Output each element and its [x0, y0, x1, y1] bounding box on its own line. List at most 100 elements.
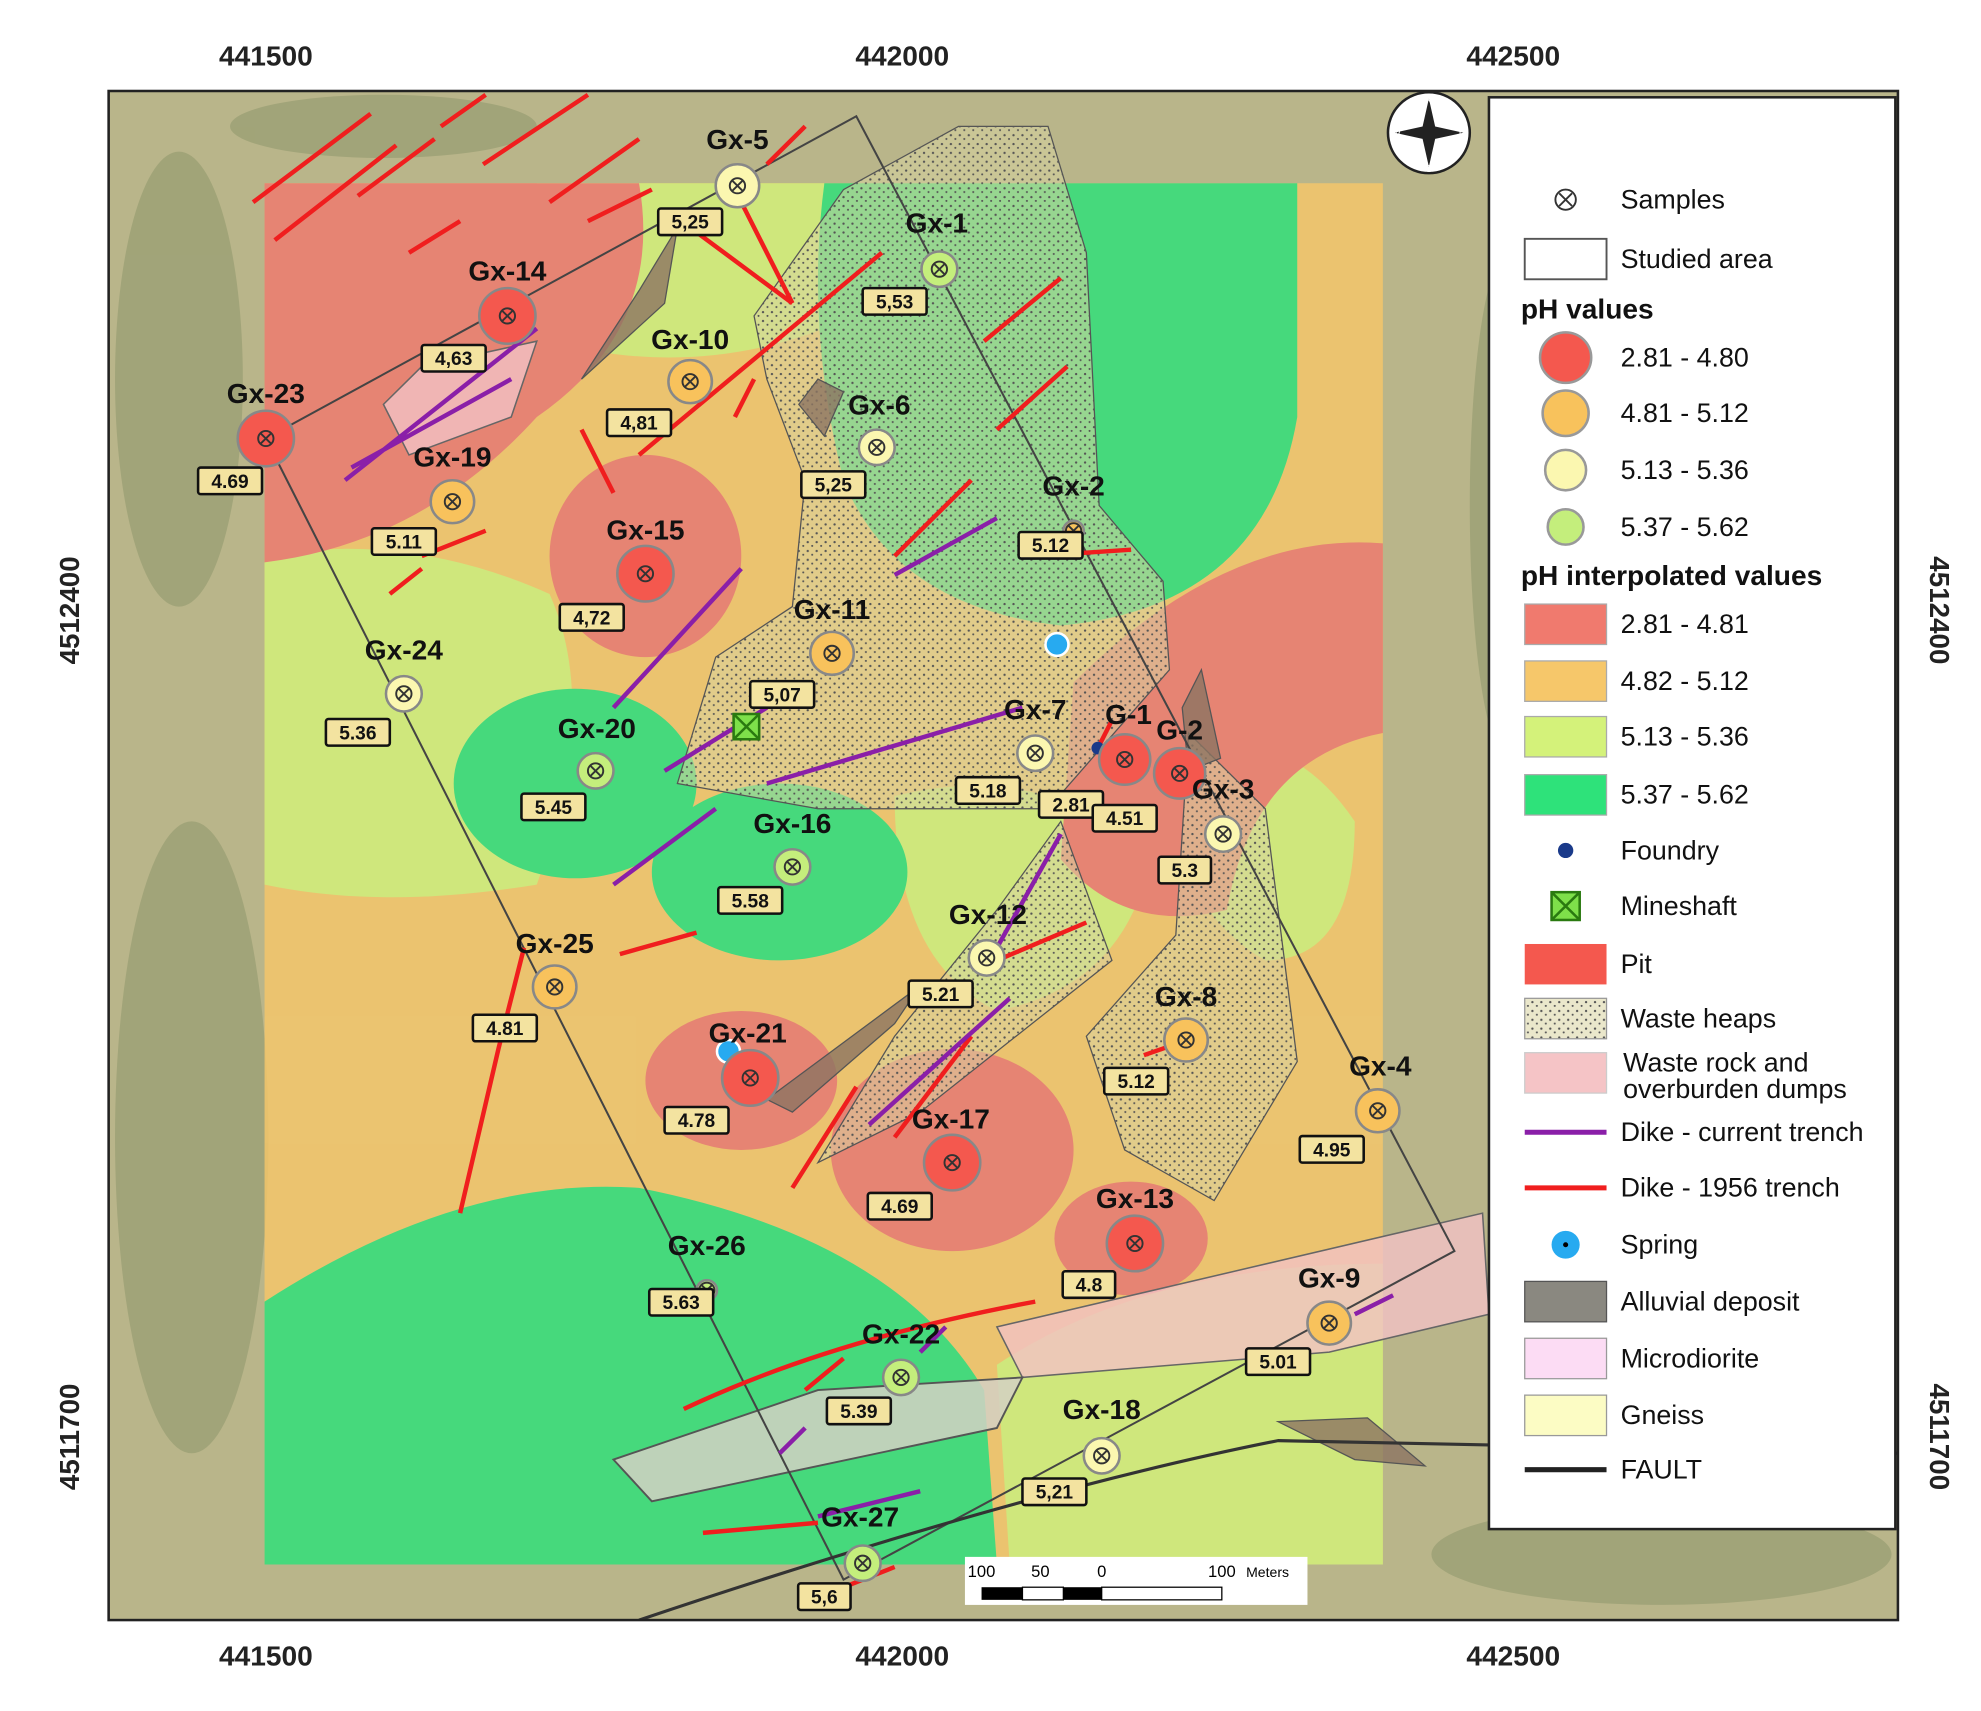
legend-label: Spring	[1621, 1230, 1699, 1260]
sample-name: Gx-25	[516, 928, 594, 959]
ph-label-box	[1102, 1066, 1170, 1096]
legend-label: 5.13 - 5.36	[1621, 722, 1749, 752]
ph-label: 4.8	[1076, 1276, 1103, 1297]
sample-symbol	[946, 1156, 958, 1169]
samples: Gx-5 5,25 Gx-1 5,53 Gx-14 4,63 Gx-10 4,81 Gx-23 4…	[196, 124, 1412, 1612]
sample-name: Gx-18	[1063, 1394, 1141, 1425]
sample-symbol	[257, 429, 275, 448]
legend-symbol	[1524, 1052, 1608, 1094]
sample-symbol	[446, 495, 459, 508]
ph-label: 5,6	[811, 1588, 838, 1609]
legend-symbol	[1523, 237, 1608, 281]
scale-unit: Meters	[1246, 1564, 1289, 1580]
legend-label: 5.13 - 5.36	[1621, 455, 1749, 485]
sample-symbol	[1029, 747, 1042, 759]
mineshaft	[732, 713, 761, 741]
sample-name: Gx-11	[794, 594, 871, 625]
sample-symbol	[1323, 1317, 1335, 1329]
ph-label-box	[605, 408, 673, 438]
fault	[638, 1439, 1898, 1621]
legend-symbol	[1557, 842, 1574, 859]
sample-name: Gx-14	[468, 256, 547, 287]
sample-name: Gx-4	[1349, 1051, 1412, 1082]
ph-label-box	[370, 526, 438, 557]
sample-name: G-1	[1105, 699, 1152, 730]
sample-symbol	[1369, 1102, 1387, 1120]
scale-bar	[1063, 1587, 1102, 1600]
ph-label: 4,81	[620, 414, 658, 435]
sample-symbol	[823, 644, 841, 662]
sample-symbol	[856, 1557, 869, 1569]
sample-symbol	[1180, 1034, 1192, 1046]
vegetation	[115, 151, 243, 607]
sample-symbol	[1177, 1031, 1195, 1049]
alluvial-deposits	[765, 985, 921, 1113]
legend-symbol	[1550, 891, 1581, 921]
sample-symbol	[639, 567, 652, 580]
ph-label-box	[907, 979, 974, 1009]
sample-symbol	[1093, 1447, 1111, 1465]
legend-label: Microdiorite	[1621, 1343, 1760, 1373]
legend-symbol	[1538, 331, 1593, 385]
sample-symbol	[501, 310, 514, 322]
ph-label-box	[716, 885, 784, 915]
ph-label: 5.63	[663, 1293, 700, 1314]
compass: N S E W	[1386, 90, 1472, 175]
ph-label-box	[748, 679, 816, 709]
compass-letter: S	[1425, 164, 1432, 175]
scale-bar	[1101, 1586, 1223, 1601]
waste-rock-dumps	[995, 1212, 1490, 1379]
dike-1956	[637, 124, 884, 457]
dike-1956	[251, 92, 653, 255]
legend-label: FAULT	[1621, 1455, 1702, 1485]
x-axis-label: 442000	[855, 1641, 949, 1672]
legend-label-line: Waste rock and	[1623, 1048, 1808, 1078]
sample-symbol	[443, 493, 462, 511]
ph-label: 5.01	[1259, 1353, 1297, 1374]
legend-label: Dike - current trench	[1621, 1117, 1864, 1147]
sample-symbol	[1095, 1450, 1108, 1462]
sample-symbol	[498, 307, 517, 325]
legend-label: 4.81 - 5.12	[1621, 398, 1749, 428]
sample-symbol	[260, 432, 272, 445]
legend-symbol	[1524, 660, 1608, 702]
sample-symbol	[546, 978, 564, 996]
sample-name: Gx-16	[753, 808, 831, 839]
sample-name: Gx-8	[1155, 981, 1217, 1012]
sample-symbol	[1026, 744, 1044, 762]
ph-label: 4,72	[573, 608, 610, 629]
sample-symbol	[741, 1069, 759, 1087]
sample-name: Gx-22	[862, 1318, 940, 1349]
ph-label: 5.18	[969, 781, 1006, 802]
mineshaft	[732, 712, 761, 741]
x-axis-label: 441500	[219, 41, 313, 72]
compass	[1394, 98, 1464, 167]
legend-label: Pit	[1621, 949, 1653, 979]
ph-label: 5,21	[1036, 1483, 1074, 1504]
x-axis-label: 442000	[855, 41, 949, 72]
sample-symbol	[1129, 1237, 1141, 1250]
legend-label: 5.37 - 5.62	[1621, 780, 1749, 810]
ph-label-box	[1157, 855, 1213, 885]
sample-symbol	[586, 762, 605, 780]
ph-label-box	[1244, 1347, 1312, 1377]
alluvial-deposits	[797, 378, 845, 438]
sample-symbol	[636, 565, 655, 583]
legend-label: 4.82 - 5.12	[1621, 666, 1749, 696]
sample-name: Gx-2	[1042, 471, 1104, 502]
legend-label: Waste rock and overburden dumps	[1623, 1048, 1847, 1104]
sample-symbol	[930, 260, 949, 278]
y-axis-label: 4511700	[1924, 1384, 1955, 1491]
sample-name: Gx-19	[413, 441, 491, 472]
sample-symbol	[1171, 764, 1189, 782]
sample-name: Gx-17	[912, 1104, 990, 1135]
sample-name: Gx-23	[227, 378, 305, 409]
legend-heading: pH values	[1521, 294, 1654, 325]
sample-symbol	[589, 765, 602, 777]
ph-label-box	[1061, 1270, 1117, 1300]
ph-label: 5,25	[672, 213, 710, 234]
ph-label: 4.81	[486, 1019, 524, 1040]
sample-symbol	[1118, 753, 1131, 766]
dike-current	[343, 326, 1024, 887]
